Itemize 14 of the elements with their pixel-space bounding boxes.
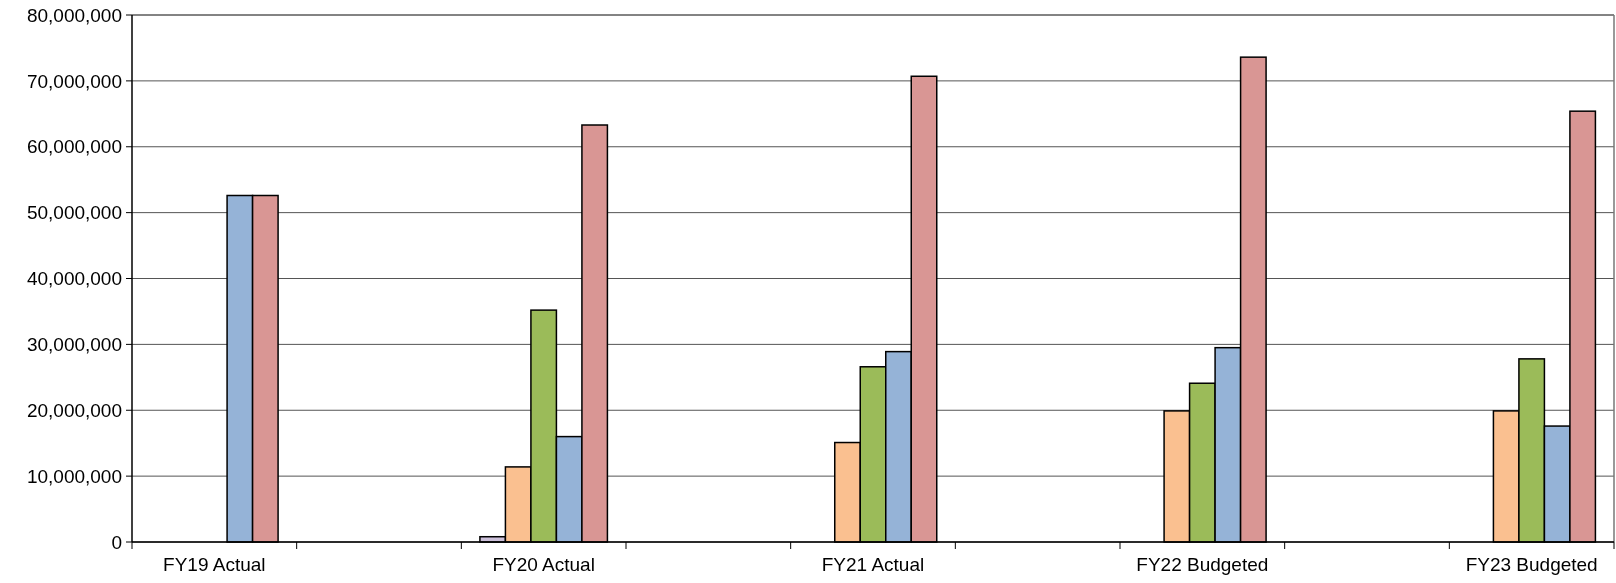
x-tick-label: FY21 Actual (821, 554, 925, 575)
y-tick-label: 0 (111, 531, 122, 553)
y-tick-label: 50,000,000 (26, 202, 122, 224)
y-tick-label: 20,000,000 (26, 399, 122, 421)
y-tick-label: 80,000,000 (26, 4, 122, 26)
y-tick-label: 10,000,000 (26, 465, 122, 487)
x-tick-label: FY19 Actual (163, 554, 266, 575)
y-tick-label: 70,000,000 (26, 70, 122, 92)
y-tick-label: 60,000,000 (26, 136, 122, 158)
y-tick-label: 30,000,000 (26, 334, 122, 356)
x-tick-label: FY22 Budgeted (1136, 554, 1269, 575)
x-tick-label: FY23 Budgeted (1465, 554, 1598, 575)
y-tick-label: 40,000,000 (26, 268, 122, 290)
x-tick-label: FY20 Actual (492, 554, 595, 575)
